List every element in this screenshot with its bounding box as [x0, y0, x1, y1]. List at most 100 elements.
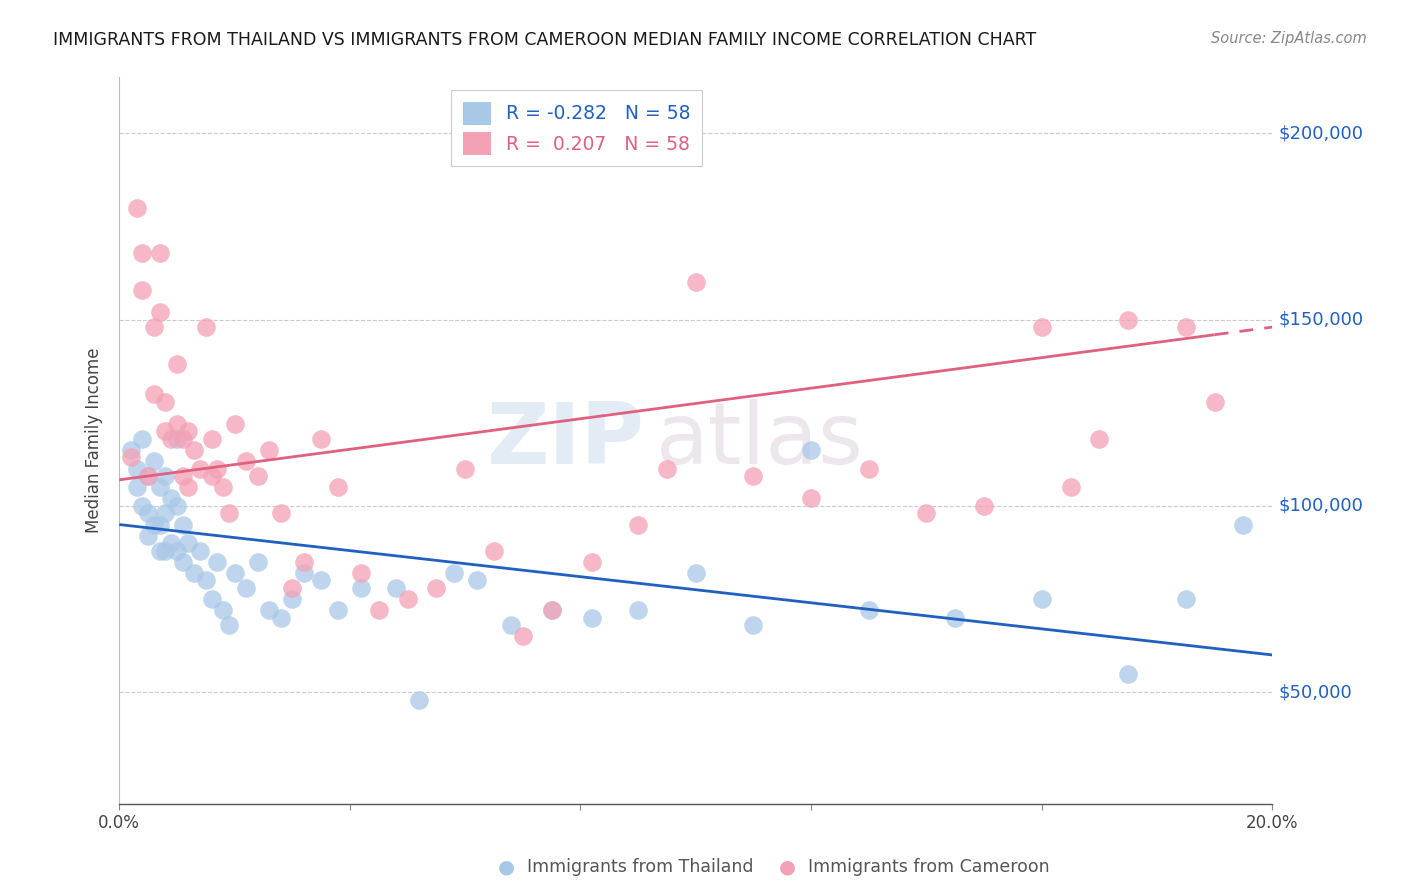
Point [177, 480, 200, 494]
Point [155, 543, 177, 558]
Point [1031, 592, 1053, 607]
Text: ZIP: ZIP [486, 400, 644, 483]
Point [281, 581, 304, 595]
Point [973, 499, 995, 513]
Point [396, 592, 419, 607]
Point [257, 603, 280, 617]
Point [224, 417, 246, 431]
Point [858, 603, 880, 617]
Point [1174, 592, 1197, 607]
Point [212, 603, 235, 617]
Point [136, 469, 159, 483]
Text: ●: ● [779, 857, 796, 877]
Point [160, 536, 183, 550]
Point [800, 443, 823, 458]
Point [385, 581, 408, 595]
Point [1116, 666, 1139, 681]
Point [350, 566, 373, 580]
Point [172, 517, 194, 532]
Text: atlas: atlas [655, 400, 863, 483]
Point [1088, 432, 1111, 446]
Point [350, 581, 373, 595]
Point [540, 603, 562, 617]
Point [149, 543, 172, 558]
Point [1232, 517, 1254, 532]
Point [685, 566, 707, 580]
Point [183, 443, 205, 458]
Point [125, 480, 148, 494]
Point [125, 461, 148, 475]
Point [270, 507, 292, 521]
Point [224, 566, 246, 580]
Point [328, 603, 350, 617]
Point [155, 507, 177, 521]
Point [155, 469, 177, 483]
Point [367, 603, 389, 617]
Point [627, 517, 650, 532]
Point [915, 507, 938, 521]
Point [136, 469, 159, 483]
Point [501, 618, 523, 632]
Point [125, 201, 148, 215]
Point [858, 461, 880, 475]
Text: $200,000: $200,000 [1278, 124, 1362, 143]
Text: Source: ZipAtlas.com: Source: ZipAtlas.com [1211, 31, 1367, 46]
Point [257, 443, 280, 458]
Point [160, 491, 183, 506]
Point [172, 555, 194, 569]
Point [149, 245, 172, 260]
Text: $50,000: $50,000 [1278, 683, 1351, 701]
Point [142, 320, 165, 334]
Point [160, 432, 183, 446]
Point [120, 443, 142, 458]
Point [177, 536, 200, 550]
Point [142, 517, 165, 532]
Point [155, 425, 177, 439]
Point [655, 461, 678, 475]
Point [292, 566, 315, 580]
Point [246, 469, 269, 483]
Point [1031, 320, 1053, 334]
Legend: R = -0.282   N = 58, R =  0.207   N = 58: R = -0.282 N = 58, R = 0.207 N = 58 [451, 90, 702, 166]
Point [292, 555, 315, 569]
Point [142, 387, 165, 401]
Point [281, 592, 304, 607]
Point [136, 529, 159, 543]
Point [183, 566, 205, 580]
Point [742, 469, 765, 483]
Point [581, 610, 603, 624]
Point [177, 425, 200, 439]
Point [465, 574, 488, 588]
Text: Immigrants from Thailand: Immigrants from Thailand [527, 858, 754, 876]
Point [1116, 312, 1139, 326]
Text: $100,000: $100,000 [1278, 497, 1362, 515]
Point [120, 450, 142, 465]
Point [218, 507, 240, 521]
Point [131, 245, 153, 260]
Point [742, 618, 765, 632]
Point [131, 283, 153, 297]
Point [218, 618, 240, 632]
Point [328, 480, 350, 494]
Point [166, 499, 188, 513]
Point [207, 555, 229, 569]
Point [188, 461, 211, 475]
Point [166, 432, 188, 446]
Point [1059, 480, 1081, 494]
Point [149, 517, 172, 532]
Point [512, 629, 534, 643]
Point [149, 305, 172, 319]
Point [136, 507, 159, 521]
Point [166, 357, 188, 371]
Point [627, 603, 650, 617]
Y-axis label: Median Family Income: Median Family Income [86, 348, 103, 533]
Point [581, 555, 603, 569]
Point [188, 543, 211, 558]
Point [408, 692, 430, 706]
Point [1174, 320, 1197, 334]
Point [443, 566, 465, 580]
Point [540, 603, 562, 617]
Text: Immigrants from Cameroon: Immigrants from Cameroon [808, 858, 1050, 876]
Point [194, 320, 217, 334]
Point [142, 454, 165, 468]
